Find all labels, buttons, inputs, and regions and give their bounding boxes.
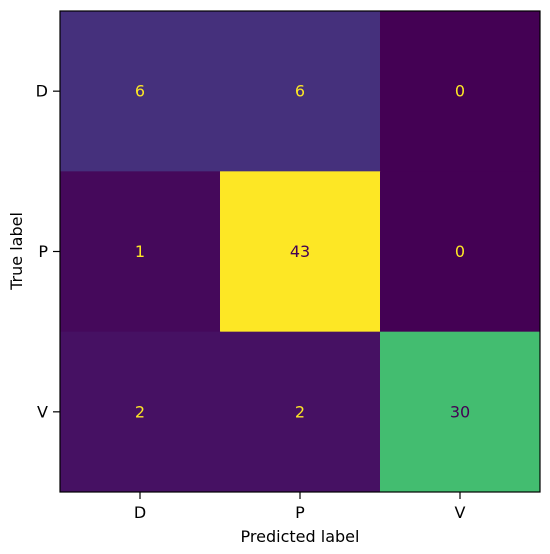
cell-value-label: 0 xyxy=(455,82,465,101)
heatmap-cell xyxy=(60,331,221,493)
heatmap-cell xyxy=(380,171,541,333)
heatmap-cell xyxy=(380,11,541,172)
cell-value-labels: 6 6 0 1 43 0 2 2 30 xyxy=(135,82,470,422)
y-axis-label: True label xyxy=(7,212,26,291)
cell-value-label: 1 xyxy=(135,242,145,261)
cell-value-label: 6 xyxy=(295,82,305,101)
x-tick-label: V xyxy=(455,503,466,522)
cell-value-label: 2 xyxy=(135,402,145,421)
y-tick-label: P xyxy=(38,242,48,261)
heatmap-cell xyxy=(60,171,221,333)
cell-value-label: 2 xyxy=(295,402,305,421)
x-tick-label: P xyxy=(295,503,305,522)
heatmap-cell xyxy=(220,11,381,172)
heatmap-cells xyxy=(60,11,541,493)
cell-value-label: 30 xyxy=(450,402,470,421)
cell-value-label: 43 xyxy=(290,242,310,261)
x-axis-label: Predicted label xyxy=(241,527,360,546)
y-tick-label: V xyxy=(37,402,48,421)
y-tick-label: D xyxy=(36,82,48,101)
cell-value-label: 0 xyxy=(455,242,465,261)
heatmap-cell xyxy=(60,11,221,172)
heatmap-cell xyxy=(380,331,541,493)
heatmap-cell xyxy=(220,331,381,493)
cell-value-label: 6 xyxy=(135,82,145,101)
heatmap-cell xyxy=(220,171,381,333)
x-tick-label: D xyxy=(134,503,146,522)
y-axis-ticks: D P V xyxy=(36,82,60,421)
